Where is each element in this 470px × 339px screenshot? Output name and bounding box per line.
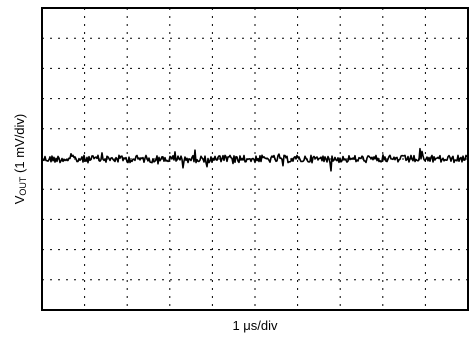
x-axis-label: 1 μs/div: [232, 318, 278, 333]
y-axis-label-main: V: [12, 195, 27, 205]
y-axis-label: VOUT (1 mV/div): [0, 8, 40, 310]
y-axis-label-subscript: OUT: [18, 176, 28, 196]
y-axis-label-units: (1 mV/div): [12, 113, 27, 177]
plot-frame: [41, 7, 469, 311]
vout-trace: [41, 147, 469, 172]
